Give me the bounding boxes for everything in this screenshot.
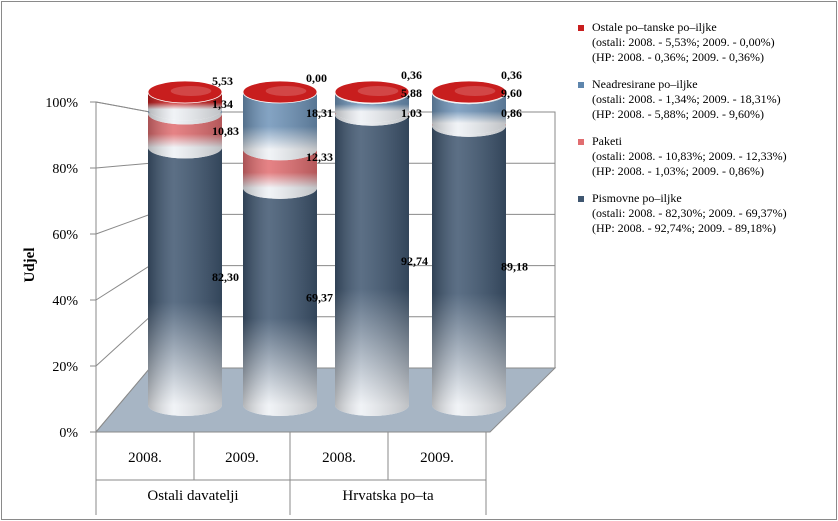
legend: Ostale po–tanske po–iljke (ostali: 2008. … (578, 20, 828, 248)
cylinder-segment-shade (243, 149, 317, 199)
legend-text: (ostali: 2008. - 82,30%; 2009. - 69,37%) (592, 206, 787, 220)
legend-text: (ostali: 2008. - 10,83%; 2009. - 12,33%) (592, 149, 787, 163)
data-label: 92,74 (401, 254, 428, 268)
legend-item: Paketi (ostali: 2008. - 10,83%; 2009. - 1… (578, 134, 828, 179)
legend-text: Paketi (592, 134, 622, 148)
legend-item: Neadresirane po–iljke (ostali: 2008. - 1,… (578, 77, 828, 122)
legend-swatch (578, 139, 584, 145)
cylinder-segment-shade (335, 114, 409, 416)
cylinder-top (242, 80, 318, 104)
data-label: 12,33 (306, 150, 333, 164)
cylinder-segment-shade (243, 187, 317, 416)
legend-swatch (578, 196, 584, 202)
x-tick-label: 2008. (128, 450, 162, 466)
cylinder-top-highlight (170, 86, 212, 96)
y-tick-label: 20% (52, 360, 78, 375)
data-label: 69,37 (306, 290, 333, 304)
y-tick-label: 40% (52, 294, 78, 309)
cylinder-top (147, 80, 223, 104)
axis-layer: 0% 20% 40% 60% 80% 100% 2008. 2009. 2008. 2009. Os… (45, 96, 487, 515)
y-tick-label: 80% (52, 162, 78, 177)
legend-text: (ostali: 2008. - 5,53%; 2009. - 0,00%) (592, 35, 775, 49)
cylinder-segment-shade (335, 111, 409, 126)
data-label: 0,00 (306, 71, 327, 85)
cylinder-segment-shade (335, 93, 409, 123)
cylinder-top-highlight (454, 86, 496, 96)
y-tick-label: 60% (52, 228, 78, 243)
data-label: 89,18 (501, 259, 528, 273)
cylinder-top-highlight (357, 86, 399, 96)
cylinder-segment-shade (243, 91, 317, 161)
data-label: 0,36 (501, 68, 522, 82)
legend-swatch (578, 82, 584, 88)
cylinder-segment-shade (148, 92, 222, 121)
cylinder-segment-shade (432, 123, 506, 137)
x-tick-label: 2009. (420, 450, 454, 466)
y-tick-label: 0% (59, 426, 78, 441)
legend-item: Ostale po–tanske po–iljke (ostali: 2008. … (578, 20, 828, 65)
bar-layer (147, 80, 507, 416)
cylinder-top (431, 80, 507, 104)
data-label: 1,34 (212, 97, 233, 111)
data-label: 18,31 (306, 106, 333, 120)
x-tick-label: 2008. (322, 450, 356, 466)
cylinder-segment-shade (432, 93, 506, 135)
cylinder (147, 80, 223, 416)
cylinder-segment-shade (432, 125, 506, 416)
legend-swatch (578, 25, 584, 31)
data-label: 0,86 (501, 106, 522, 120)
cylinder-top (334, 80, 410, 104)
y-axis-label: Udjel (22, 248, 38, 283)
legend-text: (HP: 2008. - 92,74%; 2009. - 89,18%) (592, 221, 776, 235)
cylinder (334, 80, 410, 416)
label-layer: 82,30 10,83 1,34 5,53 69,37 12,33 18,31 0,00 92,… (212, 68, 528, 304)
cylinder-top-highlight (265, 86, 307, 96)
data-label: 82,30 (212, 270, 239, 284)
cylinder-segment-shade (148, 113, 222, 159)
cylinder-segment-shade (148, 147, 222, 416)
x-group-label: Hrvatska po–ta (342, 488, 434, 504)
legend-text: Pismovne po–iljke (592, 191, 682, 205)
data-label: 10,83 (212, 124, 239, 138)
cylinder (242, 80, 318, 416)
data-label: 9,60 (501, 86, 522, 100)
data-label: 5,53 (212, 74, 233, 88)
legend-item: Pismovne po–iljke (ostali: 2008. - 82,30%… (578, 191, 828, 236)
x-tick-label: 2009. (225, 450, 259, 466)
data-label: 0,36 (401, 68, 422, 82)
legend-text: (ostali: 2008. - 1,34%; 2009. - 18,31%) (592, 92, 781, 106)
cylinder (431, 80, 507, 416)
legend-text: Neadresirane po–iljke (592, 77, 698, 91)
data-label: 1,03 (401, 106, 422, 120)
data-label: 5,88 (401, 86, 422, 100)
x-group-label: Ostali davatelji (147, 488, 238, 504)
legend-text: Ostale po–tanske po–iljke (592, 20, 717, 34)
cylinder-segment-shade (148, 109, 222, 125)
legend-text: (HP: 2008. - 1,03%; 2009. - 0,86%) (592, 164, 764, 178)
y-tick-label: 100% (45, 96, 78, 111)
legend-text: (HP: 2008. - 5,88%; 2009. - 9,60%) (592, 107, 764, 121)
legend-text: (HP: 2008. - 0,36%; 2009. - 0,36%) (592, 50, 764, 64)
